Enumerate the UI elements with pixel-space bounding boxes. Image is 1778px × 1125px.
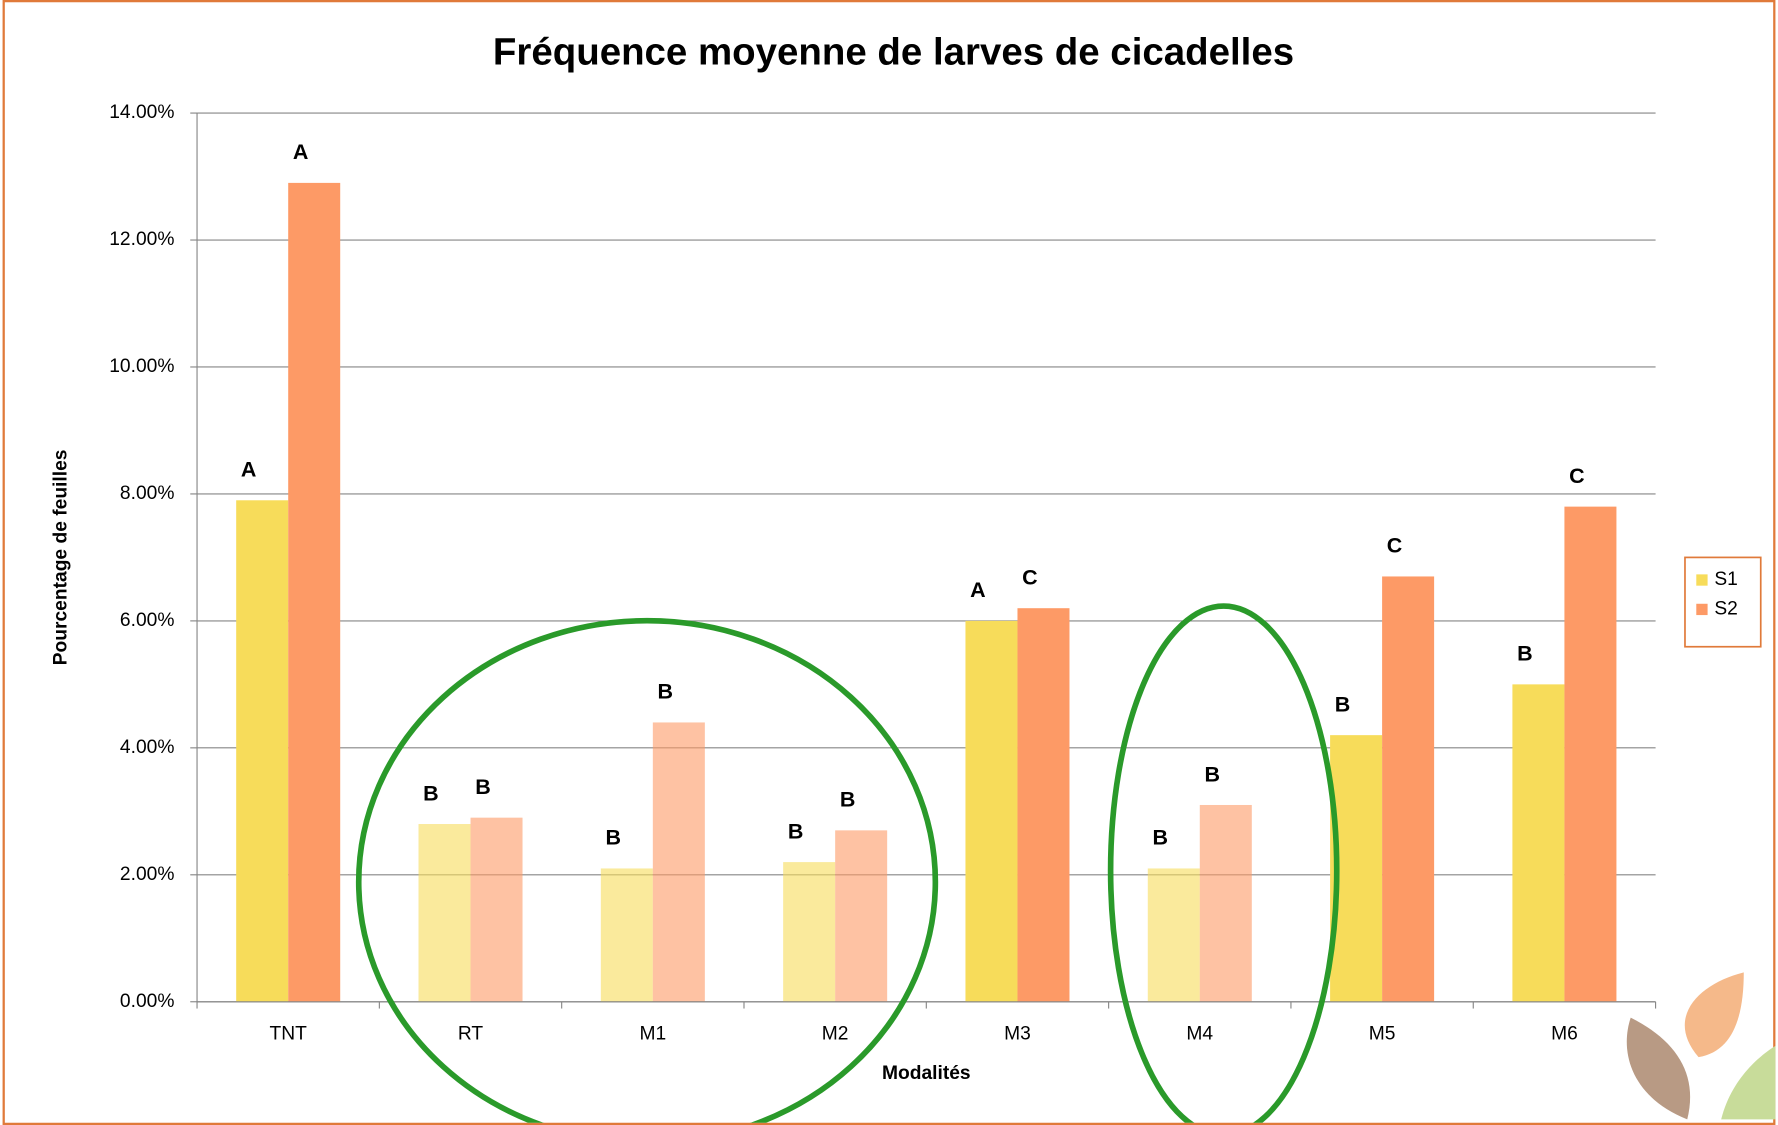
y-tick-label: 2.00% [120, 864, 175, 885]
bar [965, 620, 1018, 1002]
bar [1017, 608, 1070, 1002]
y-axis-title: Pourcentage de feuilles [50, 450, 71, 666]
bar [470, 817, 523, 1002]
y-tick-label: 0.00% [120, 991, 175, 1012]
significance-letter: C [1569, 464, 1585, 488]
significance-letter: B [1152, 826, 1168, 850]
chart-title: Fréquence moyenne de larves de cicadelle… [493, 30, 1294, 73]
significance-letter: B [840, 788, 856, 812]
bar [783, 862, 836, 1002]
logo-leaf [1626, 1017, 1691, 1120]
significance-letter: B [1517, 642, 1533, 666]
logo-leaf [1721, 1045, 1776, 1120]
bar [835, 830, 888, 1002]
bar [1199, 804, 1252, 1002]
significance-letter: B [423, 781, 439, 805]
x-tick-label: M2 [822, 1024, 849, 1045]
legend-swatch [1696, 603, 1708, 616]
y-tick-label: 14.00% [109, 102, 174, 123]
y-tick-label: 6.00% [120, 610, 175, 631]
x-axis-title: Modalités [882, 1063, 971, 1084]
bar [1147, 868, 1200, 1002]
significance-letter: B [1204, 762, 1220, 786]
legend-box [1684, 556, 1762, 648]
x-tick-label: M4 [1186, 1024, 1213, 1045]
x-tick-label: M1 [639, 1024, 666, 1045]
bar [1564, 506, 1617, 1002]
significance-letter: A [293, 140, 309, 164]
bar [1512, 684, 1565, 1002]
highlight-ellipse [1107, 603, 1340, 1123]
significance-letter: C [1387, 534, 1403, 558]
bar [652, 722, 705, 1002]
significance-letter: A [241, 458, 257, 482]
significance-letter: A [970, 578, 986, 602]
significance-letter: C [1022, 565, 1038, 589]
legend-swatch [1696, 574, 1708, 586]
x-tick-label: M6 [1551, 1024, 1578, 1045]
bar [600, 868, 653, 1002]
x-tick-label: M3 [1004, 1024, 1031, 1045]
y-tick-label: 12.00% [109, 229, 174, 250]
bar [288, 182, 341, 1002]
logo [1626, 972, 1776, 1120]
significance-letter: B [606, 826, 622, 850]
y-tick-label: 10.00% [109, 356, 174, 377]
highlight-ellipse [355, 617, 939, 1123]
bar [236, 500, 289, 1002]
legend-label: S2 [1714, 599, 1738, 620]
significance-letter: B [788, 819, 804, 843]
y-tick-label: 8.00% [120, 483, 175, 504]
significance-letter: B [658, 680, 674, 704]
x-tick-label: TNT [270, 1024, 308, 1045]
bar [418, 824, 471, 1002]
legend-label: S1 [1714, 569, 1738, 590]
y-tick-label: 4.00% [120, 737, 175, 758]
highlights [355, 603, 1340, 1123]
plot-area: 0.00% 2.00% 4.00% 6.00% 8.00% 10.00% 12.00% 14.… [109, 102, 1657, 1045]
significance-letter: B [475, 775, 491, 799]
x-tick-label: M5 [1369, 1024, 1396, 1045]
significance-letter: B [1335, 692, 1351, 716]
bar [1382, 576, 1435, 1002]
logo-leaf [1684, 972, 1744, 1058]
x-tick-label: RT [458, 1024, 484, 1045]
